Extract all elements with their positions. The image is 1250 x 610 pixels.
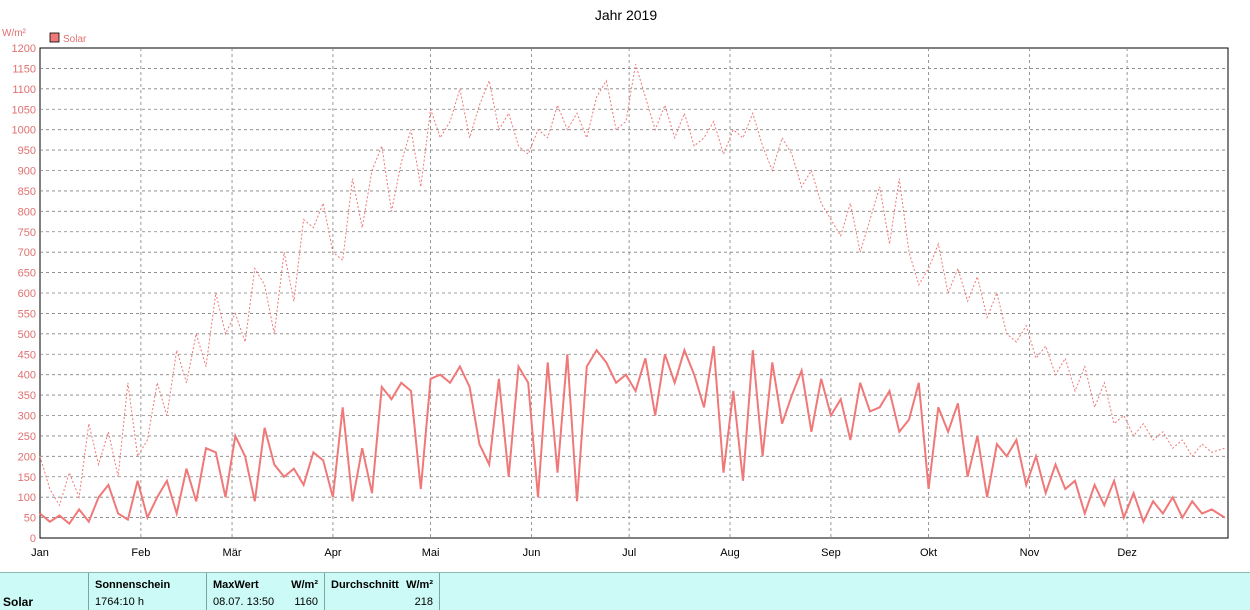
legend-swatch	[49, 32, 60, 43]
x-tick-label: Feb	[131, 547, 150, 559]
y-tick-label: 900	[18, 166, 36, 178]
y-tick-label: 200	[18, 451, 36, 463]
x-tick-label: Jan	[31, 547, 49, 559]
y-tick-label: 550	[18, 308, 36, 320]
y-tick-label: 1100	[12, 84, 36, 96]
summary-max-header: MaxWert	[213, 579, 259, 591]
x-tick-label: Apr	[324, 547, 341, 559]
y-tick-label: 1050	[12, 104, 36, 116]
x-tick-label: Dez	[1117, 547, 1137, 559]
y-axis-unit: W/m²	[2, 28, 27, 39]
summary-max-unit: W/m²	[291, 579, 318, 591]
summary-sunshine-header: Sonnenschein	[95, 579, 171, 591]
summary-max-date: 08.07. 13:50	[213, 596, 275, 608]
y-tick-label: 150	[18, 472, 36, 484]
summary-sunshine: Sonnenschein 1764:10 h	[88, 573, 206, 610]
y-tick-label: 800	[18, 206, 36, 218]
summary-max: MaxWert W/m² 08.07. 13:50 1160	[206, 573, 324, 610]
x-tick-label: Mai	[422, 547, 440, 559]
y-tick-label: 950	[18, 145, 36, 157]
x-tick-label: Aug	[720, 547, 740, 559]
series-line-maxwert	[39, 64, 1225, 507]
y-tick-label: 1000	[12, 125, 36, 137]
y-tick-label: 1150	[12, 63, 36, 75]
y-tick-label: 100	[18, 492, 36, 504]
summary-average: Durchschnitt W/m² 218	[324, 573, 440, 610]
x-tick-label: Jul	[622, 547, 636, 559]
x-tick-label: Sep	[821, 547, 841, 559]
series-line-solar	[39, 345, 1226, 526]
y-tick-label: 1200	[12, 43, 36, 55]
summary-series-name: Solar	[3, 595, 34, 609]
summary-sunshine-value: 1764:10 h	[95, 596, 144, 608]
y-tick-label: 0	[30, 533, 36, 545]
y-tick-label: 500	[18, 329, 36, 341]
summary-average-unit: W/m²	[406, 579, 433, 591]
x-tick-label: Mär	[223, 547, 242, 559]
x-tick-label: Nov	[1020, 547, 1040, 559]
y-tick-label: 650	[18, 268, 36, 280]
y-tick-label: 350	[18, 390, 36, 402]
legend-label: Solar	[63, 34, 87, 45]
summary-average-value: 218	[414, 596, 433, 608]
y-tick-label: 250	[18, 431, 36, 443]
series-layer	[39, 64, 1226, 526]
y-tick-label: 400	[18, 370, 36, 382]
y-tick-label: 300	[18, 411, 36, 423]
x-tick-label: Jun	[523, 547, 541, 559]
chart: 0 50 100 150 200 250 300 350 400 450 500 550 600 650 7…	[2, 7, 1229, 559]
y-tick-label: 50	[24, 513, 36, 525]
grid	[40, 48, 1228, 538]
y-tick-label: 600	[18, 288, 36, 300]
summary-bar: Solar Sonnenschein 1764:10 h MaxWert W/m…	[0, 572, 1250, 610]
summary-average-header: Durchschnitt	[331, 579, 399, 591]
summary-max-value: 1160	[294, 596, 318, 608]
y-tick-label: 850	[18, 186, 36, 198]
chart-title: Jahr 2019	[595, 7, 657, 23]
y-tick-label: 450	[18, 349, 36, 361]
y-tick-label: 700	[18, 247, 36, 259]
y-tick-label: 750	[18, 227, 36, 239]
y-axis: 0 50 100 150 200 250 300 350 400 450 500 550 600 650 7…	[12, 43, 36, 545]
x-axis: Jan Feb Mär Apr Mai Jun Jul Aug Sep Okt Nov Dez	[31, 547, 1137, 559]
x-tick-label: Okt	[920, 547, 937, 559]
